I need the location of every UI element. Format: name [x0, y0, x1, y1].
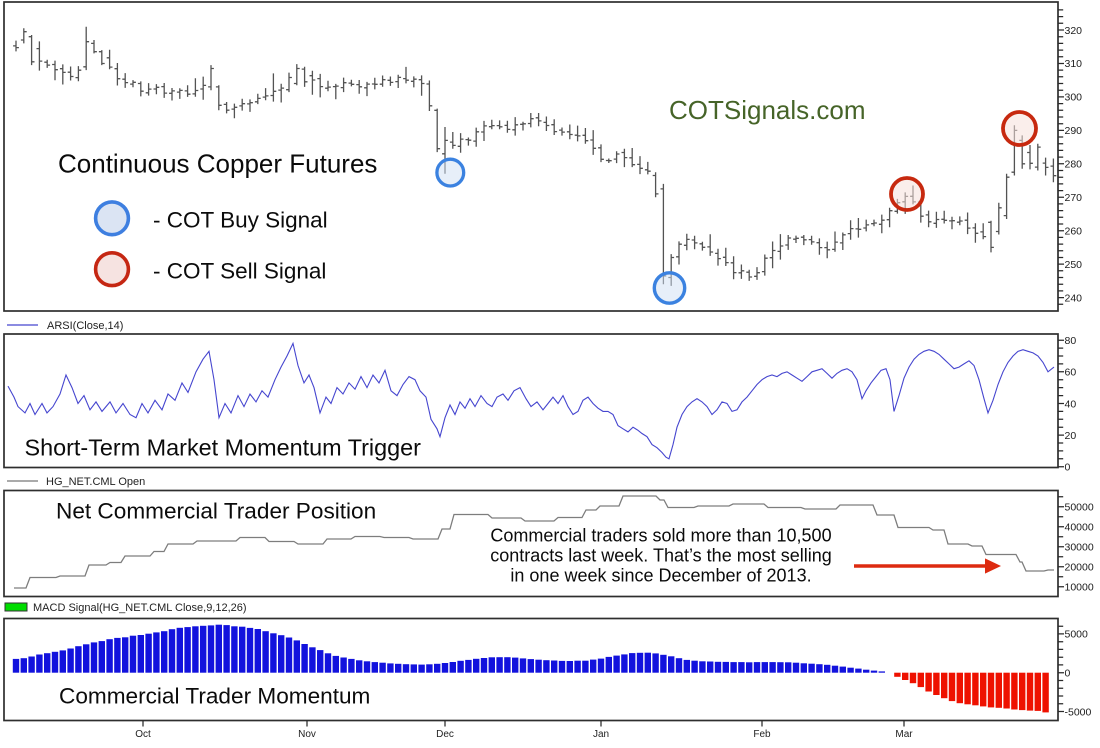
svg-text:40: 40 — [1065, 398, 1077, 410]
svg-text:80: 80 — [1065, 335, 1077, 347]
svg-text:290: 290 — [1065, 125, 1083, 137]
svg-text:5000: 5000 — [1065, 629, 1089, 641]
svg-text:300: 300 — [1065, 92, 1083, 104]
svg-text:320: 320 — [1065, 25, 1083, 37]
svg-text:in one week since December of: in one week since December of 2013. — [510, 566, 811, 586]
svg-text:30000: 30000 — [1065, 542, 1094, 554]
svg-text:0: 0 — [1065, 668, 1071, 680]
svg-text:Nov: Nov — [298, 729, 316, 740]
svg-text:- COT Buy Signal: - COT Buy Signal — [153, 208, 328, 233]
svg-text:Short-Term Market Momentum Tri: Short-Term Market Momentum Trigger — [25, 435, 422, 461]
svg-text:270: 270 — [1065, 192, 1083, 204]
svg-text:50000: 50000 — [1065, 502, 1094, 514]
svg-text:Continuous Copper Futures: Continuous Copper Futures — [58, 149, 377, 179]
svg-text:280: 280 — [1065, 159, 1083, 171]
svg-text:Jan: Jan — [593, 729, 609, 740]
svg-text:Mar: Mar — [895, 729, 913, 740]
svg-text:MACD Signal(HG_NET.CML Close,9: MACD Signal(HG_NET.CML Close,9,12,26) — [33, 602, 247, 614]
svg-text:250: 250 — [1065, 259, 1083, 271]
svg-text:Feb: Feb — [753, 729, 771, 740]
svg-text:Net Commercial Trader Position: Net Commercial Trader Position — [56, 499, 376, 524]
svg-text:20: 20 — [1065, 430, 1077, 442]
svg-text:-5000: -5000 — [1065, 706, 1092, 718]
svg-text:- COT Sell Signal: - COT Sell Signal — [153, 259, 326, 284]
svg-text:Commercial Trader Momentum: Commercial Trader Momentum — [59, 684, 370, 709]
svg-text:240: 240 — [1065, 292, 1083, 304]
svg-text:10000: 10000 — [1065, 582, 1094, 594]
svg-text:40000: 40000 — [1065, 522, 1094, 534]
svg-text:0: 0 — [1065, 462, 1071, 474]
svg-text:Commercial traders sold more t: Commercial traders sold more than 10,500 — [490, 526, 831, 546]
svg-text:ARSI(Close,14): ARSI(Close,14) — [47, 320, 123, 332]
svg-text:260: 260 — [1065, 226, 1083, 238]
svg-text:60: 60 — [1065, 367, 1077, 379]
svg-text:HG_NET.CML Open: HG_NET.CML Open — [46, 476, 145, 488]
svg-text:contracts last week. That’s th: contracts last week. That’s the most sel… — [490, 546, 832, 566]
svg-text:20000: 20000 — [1065, 562, 1094, 574]
svg-text:Dec: Dec — [436, 729, 454, 740]
svg-text:310: 310 — [1065, 58, 1083, 70]
svg-text:COTSignals.com: COTSignals.com — [669, 95, 866, 125]
svg-text:Oct: Oct — [135, 729, 151, 740]
